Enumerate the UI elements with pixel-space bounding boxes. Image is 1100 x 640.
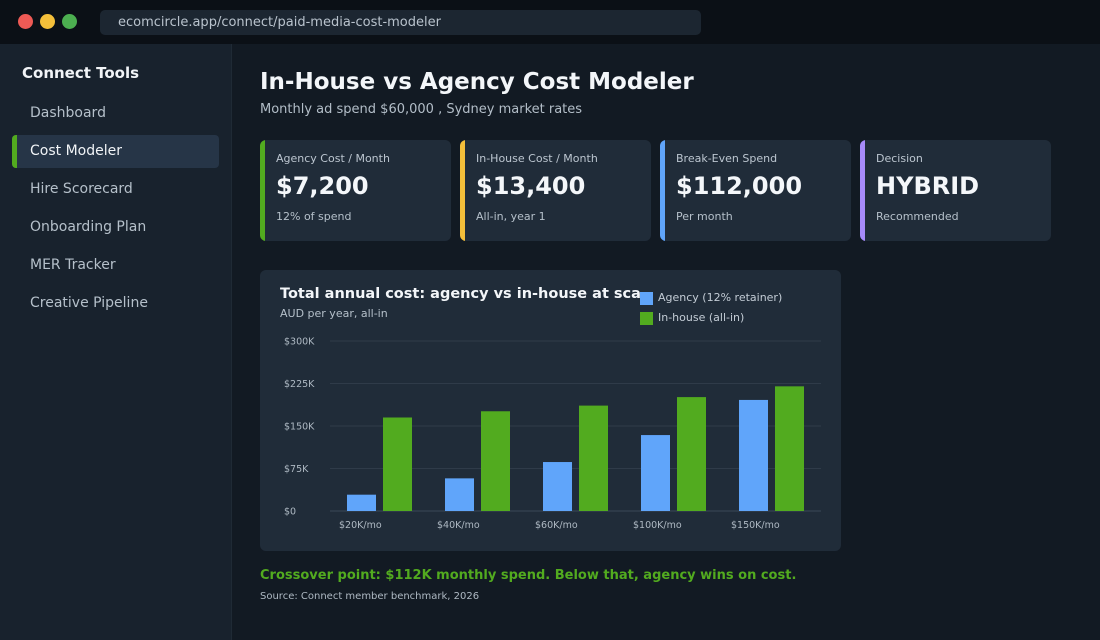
bar-chart: $0 $75K $150K $225K $300K $20K/mo $40K/mo $60K/…	[284, 337, 821, 531]
bar-in-house	[481, 411, 510, 511]
sidebar-item-onboarding-plan[interactable]: Onboarding Plan	[30, 219, 147, 235]
browser-titlebar: ecomcircle.app/connect/paid-media-cost-m…	[0, 0, 1100, 44]
y-tick-label: $150K	[284, 422, 315, 433]
address-bar[interactable]: ecomcircle.app/connect/paid-media-cost-m…	[100, 10, 701, 35]
card-value: $112,000	[676, 172, 803, 200]
bar-in-house	[383, 417, 412, 511]
bar-agency	[347, 494, 376, 511]
card-accent-bar	[660, 140, 665, 241]
close-window-icon[interactable]	[18, 14, 33, 29]
x-tick-label: $60K/mo	[535, 520, 578, 531]
minimize-window-icon[interactable]	[40, 14, 55, 29]
card-sub: 12% of spend	[276, 210, 352, 223]
card-value: $7,200	[276, 172, 369, 200]
card-accent-bar	[860, 140, 865, 241]
bar-agency	[739, 399, 768, 511]
card-value: $13,400	[476, 172, 586, 200]
bar-in-house	[677, 397, 706, 511]
y-tick-label: $0	[284, 507, 296, 518]
sidebar-item-creative-pipeline[interactable]: Creative Pipeline	[30, 295, 148, 311]
x-tick-label: $150K/mo	[731, 520, 780, 531]
sidebar-item-cost-modeler[interactable]: Cost Modeler	[12, 135, 219, 168]
x-tick-label: $20K/mo	[339, 520, 382, 531]
card-label: Break-Even Spend	[676, 152, 778, 165]
source-note: Source: Connect member benchmark, 2026	[260, 591, 480, 602]
page-subtitle: Monthly ad spend $60,000 , Sydney market…	[260, 102, 583, 117]
card-label: In-House Cost / Month	[476, 152, 598, 165]
y-tick-label: $300K	[284, 337, 315, 348]
y-tick-label: $225K	[284, 379, 315, 390]
bar-agency	[543, 462, 572, 511]
sidebar-item-mer-tracker[interactable]: MER Tracker	[30, 257, 116, 273]
legend-swatch	[640, 292, 653, 305]
chart-title: Total annual cost: agency vs in-house at…	[280, 286, 641, 302]
chart-subtitle: AUD per year, all-in	[280, 307, 388, 320]
bar-in-house	[775, 386, 804, 511]
crossover-note: Crossover point: $112K monthly spend. Be…	[260, 568, 797, 583]
sidebar-item-dashboard[interactable]: Dashboard	[30, 105, 106, 121]
x-tick-label: $100K/mo	[633, 520, 682, 531]
y-tick-label: $75K	[284, 464, 309, 475]
card-label: Decision	[876, 152, 923, 165]
legend-swatch	[640, 312, 653, 325]
sidebar: Connect Tools Dashboard Cost Modeler Hir…	[0, 44, 232, 640]
bar-agency	[445, 478, 474, 511]
kpi-card-break-even: Break-Even Spend $112,000 Per month	[660, 140, 851, 241]
card-sub: Recommended	[876, 210, 959, 223]
page-title: In-House vs Agency Cost Modeler	[260, 69, 694, 95]
maximize-window-icon[interactable]	[62, 14, 77, 29]
sidebar-item-hire-scorecard[interactable]: Hire Scorecard	[30, 181, 133, 197]
card-sub: All-in, year 1	[476, 210, 546, 223]
card-accent-bar	[260, 140, 265, 241]
card-sub: Per month	[676, 210, 733, 223]
kpi-card-decision: Decision HYBRID Recommended	[860, 140, 1051, 241]
bar-in-house	[579, 405, 608, 511]
kpi-card-in-house-cost: In-House Cost / Month $13,400 All-in, ye…	[460, 140, 651, 241]
sidebar-title: Connect Tools	[22, 64, 140, 82]
x-tick-label: $40K/mo	[437, 520, 480, 531]
card-value: HYBRID	[876, 172, 980, 200]
card-label: Agency Cost / Month	[276, 152, 390, 165]
legend-label: In-house (all-in)	[658, 311, 745, 324]
legend-label: Agency (12% retainer)	[658, 291, 783, 304]
kpi-card-agency-cost: Agency Cost / Month $7,200 12% of spend	[260, 140, 451, 241]
bar-agency	[641, 435, 670, 511]
cost-chart-panel: Total annual cost: agency vs in-house at…	[260, 270, 841, 551]
card-accent-bar	[460, 140, 465, 241]
